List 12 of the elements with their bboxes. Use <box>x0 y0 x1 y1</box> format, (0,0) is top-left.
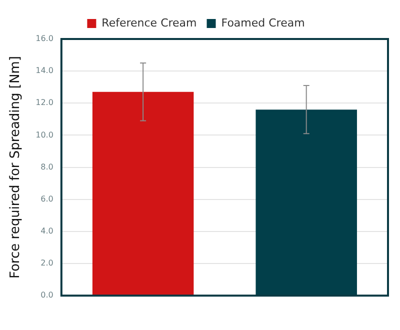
y-tick-label: 8.0 <box>40 162 54 172</box>
y-tick-label: 10.0 <box>36 130 54 140</box>
legend-label: Reference Cream <box>102 16 197 30</box>
y-tick-label: 16.0 <box>36 34 54 44</box>
y-tick-label: 2.0 <box>40 258 54 268</box>
y-tick-label: 6.0 <box>40 194 54 204</box>
y-tick-label: 12.0 <box>36 98 54 108</box>
y-tick-label: 14.0 <box>36 66 54 76</box>
y-tick-label: 0.0 <box>40 290 54 300</box>
y-tick-label: 4.0 <box>40 226 54 236</box>
legend-label: Foamed Cream <box>221 16 305 30</box>
y-axis-title: Force required for Spreading [Nm] <box>8 56 24 279</box>
